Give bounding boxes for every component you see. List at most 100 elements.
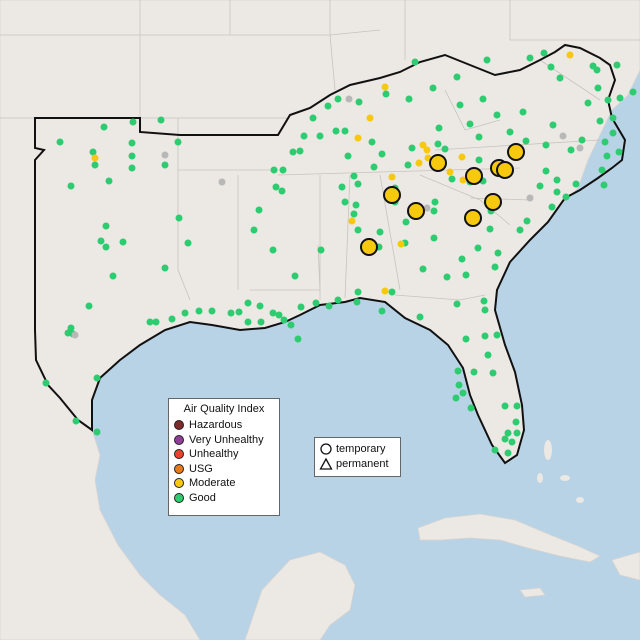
good-station-marker[interactable] [448,175,456,183]
good-station-marker[interactable] [513,402,521,410]
good-station-marker[interactable] [549,121,557,129]
good-station-marker[interactable] [481,332,489,340]
good-station-marker[interactable] [270,166,278,174]
good-station-marker[interactable] [309,114,317,122]
good-station-marker[interactable] [596,117,604,125]
temporary-moderate-marker[interactable] [484,193,502,211]
good-station-marker[interactable] [275,311,283,319]
good-station-marker[interactable] [344,152,352,160]
good-station-marker[interactable] [504,429,512,437]
good-station-marker[interactable] [462,271,470,279]
good-station-marker[interactable] [332,127,340,135]
good-station-marker[interactable] [609,129,617,137]
good-station-marker[interactable] [435,124,443,132]
good-station-marker[interactable] [316,132,324,140]
good-station-markers[interactable] [42,49,637,457]
good-station-marker[interactable] [491,263,499,271]
good-station-marker[interactable] [341,127,349,135]
good-station-marker[interactable] [598,166,606,174]
good-station-marker[interactable] [300,132,308,140]
good-station-marker[interactable] [452,394,460,402]
good-station-marker[interactable] [470,368,478,376]
good-station-marker[interactable] [404,161,412,169]
good-station-marker[interactable] [56,138,64,146]
good-station-marker[interactable] [378,307,386,315]
good-station-marker[interactable] [402,218,410,226]
good-station-marker[interactable] [408,144,416,152]
good-station-marker[interactable] [388,288,396,296]
good-station-marker[interactable] [294,335,302,343]
good-station-marker[interactable] [174,138,182,146]
good-station-marker[interactable] [181,309,189,317]
good-station-marker[interactable] [429,84,437,92]
good-station-marker[interactable] [93,428,101,436]
good-station-marker[interactable] [567,146,575,154]
good-station-marker[interactable] [350,210,358,218]
good-station-marker[interactable] [522,137,530,145]
good-station-marker[interactable] [434,140,442,148]
good-station-marker[interactable] [269,246,277,254]
good-station-marker[interactable] [416,313,424,321]
good-station-marker[interactable] [484,351,492,359]
good-station-marker[interactable] [195,307,203,315]
good-station-marker[interactable] [291,272,299,280]
good-station-marker[interactable] [547,63,555,71]
good-station-marker[interactable] [501,435,509,443]
good-station-marker[interactable] [506,128,514,136]
good-station-marker[interactable] [250,226,258,234]
good-station-marker[interactable] [572,180,580,188]
good-station-marker[interactable] [168,315,176,323]
good-station-marker[interactable] [493,331,501,339]
good-station-marker[interactable] [513,429,521,437]
nodata-station-marker[interactable] [161,151,169,159]
good-station-marker[interactable] [594,84,602,92]
moderate-station-marker[interactable] [348,217,356,225]
temporary-moderate-marker[interactable] [407,202,425,220]
good-station-marker[interactable] [419,265,427,273]
good-station-marker[interactable] [467,404,475,412]
temporary-moderate-marker[interactable] [464,209,482,227]
good-station-marker[interactable] [89,148,97,156]
good-station-marker[interactable] [536,182,544,190]
good-station-marker[interactable] [350,172,358,180]
good-station-marker[interactable] [119,238,127,246]
good-station-marker[interactable] [324,102,332,110]
good-station-marker[interactable] [325,302,333,310]
good-station-marker[interactable] [67,182,75,190]
good-station-marker[interactable] [109,272,117,280]
good-station-marker[interactable] [475,156,483,164]
good-station-marker[interactable] [102,222,110,230]
good-station-marker[interactable] [269,309,277,317]
moderate-station-marker[interactable] [388,173,396,181]
nodata-station-marker[interactable] [576,144,584,152]
moderate-station-marker[interactable] [415,159,423,167]
good-station-marker[interactable] [255,206,263,214]
good-station-marker[interactable] [244,299,252,307]
good-station-marker[interactable] [208,307,216,315]
good-station-marker[interactable] [128,152,136,160]
good-station-marker[interactable] [504,449,512,457]
moderate-station-marker[interactable] [419,141,427,149]
good-station-marker[interactable] [430,234,438,242]
good-station-marker[interactable] [289,148,297,156]
good-station-marker[interactable] [338,183,346,191]
good-station-marker[interactable] [600,181,608,189]
temporary-moderate-markers[interactable] [360,143,525,256]
good-station-marker[interactable] [368,138,376,146]
temporary-moderate-marker[interactable] [360,238,378,256]
good-station-marker[interactable] [279,166,287,174]
good-station-marker[interactable] [42,379,50,387]
good-station-marker[interactable] [615,148,623,156]
good-station-marker[interactable] [105,177,113,185]
good-station-marker[interactable] [431,198,439,206]
nodata-station-marker[interactable] [526,194,534,202]
good-station-marker[interactable] [341,198,349,206]
good-station-marker[interactable] [411,58,419,66]
moderate-station-marker[interactable] [566,51,574,59]
good-station-marker[interactable] [453,73,461,81]
good-station-marker[interactable] [453,300,461,308]
temporary-moderate-marker[interactable] [465,167,483,185]
good-station-marker[interactable] [157,116,165,124]
good-station-marker[interactable] [629,88,637,96]
good-station-marker[interactable] [146,318,154,326]
